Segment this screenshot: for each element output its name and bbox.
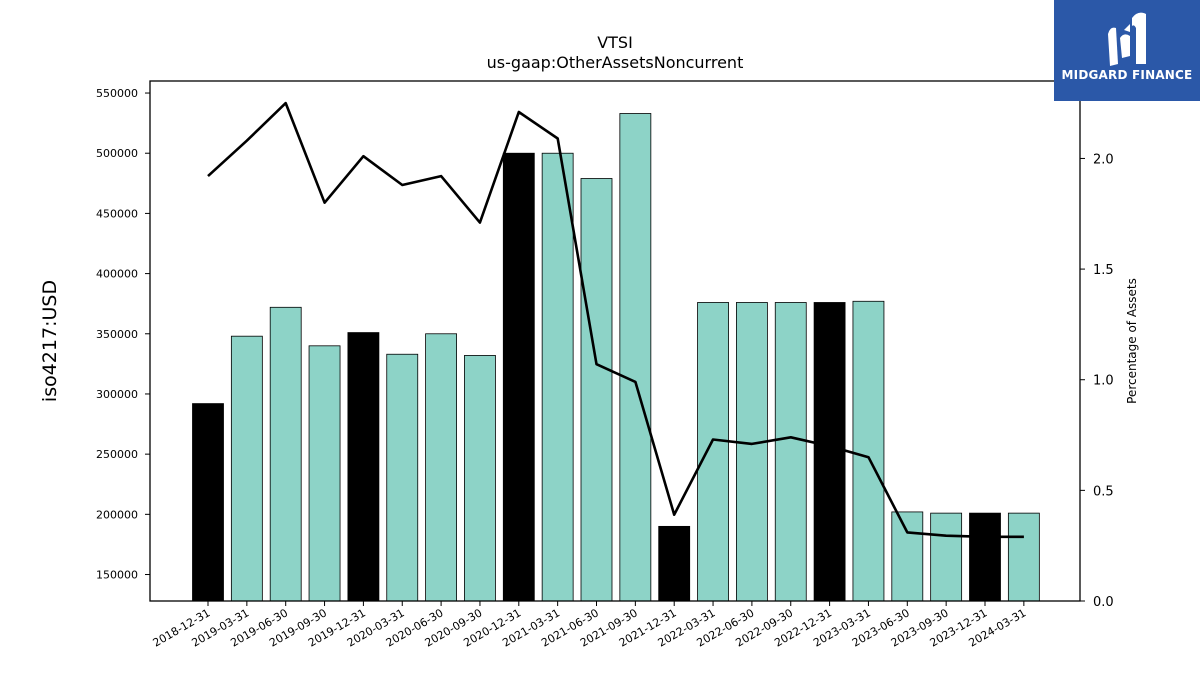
bar-2020-09-30: [464, 355, 496, 602]
bar-2019-06-30: [269, 306, 302, 602]
y-tick-label: 450000: [96, 207, 138, 220]
bar-2019-09-30: [308, 345, 341, 602]
bar-2023-03-31: [852, 300, 885, 602]
bar-2019-12-31: [347, 332, 380, 602]
bar-2021-06-30: [580, 178, 613, 602]
y2-tick-label: 0.5: [1093, 484, 1114, 499]
y2-tick-label: 0.0: [1093, 595, 1114, 610]
bar-2020-12-31: [502, 152, 535, 602]
y-tick-label: 400000: [96, 268, 138, 281]
y-tick-label: 200000: [96, 508, 138, 521]
y2-tick-label: 1.0: [1093, 374, 1114, 389]
bar-2021-12-31: [658, 525, 691, 602]
y-tick-label: 550000: [96, 87, 138, 100]
bar-2022-09-30: [774, 302, 807, 602]
bar-2023-09-30: [930, 512, 963, 602]
chart-title: VTSI: [597, 33, 633, 52]
midgard-logo-icon: [1108, 12, 1146, 67]
bar-2023-12-31: [969, 512, 1001, 602]
bar-2022-12-31: [813, 302, 846, 602]
bar-2019-03-31: [230, 335, 263, 602]
bar-2023-06-30: [891, 511, 924, 602]
y-tick-label: 300000: [96, 388, 138, 401]
y-axis-label: iso4217:USD: [39, 280, 61, 402]
logo-text: MIDGARD FINANCE: [1061, 68, 1193, 82]
y-tick-label: 250000: [96, 448, 138, 461]
chart-subtitle: us-gaap:OtherAssetsNoncurrent: [487, 53, 744, 72]
plot-frame: [149, 80, 1081, 602]
line-series: [207, 101, 1024, 539]
y-tick-label: 500000: [96, 147, 138, 160]
y2-tick-label: 2.0: [1093, 152, 1114, 167]
percentage-line: [207, 101, 1024, 539]
brand-logo: MIDGARD FINANCE: [1054, 0, 1200, 101]
bar-2021-03-31: [541, 152, 574, 602]
bar-2021-09-30: [619, 113, 652, 602]
y2-axis-label: Percentage of Assets: [1125, 278, 1139, 404]
bar-2022-06-30: [736, 302, 768, 602]
bar-2020-06-30: [425, 333, 458, 602]
bar-2018-12-31: [192, 403, 224, 602]
bar-series: [192, 113, 1040, 602]
bar-2020-03-31: [386, 353, 419, 602]
y2-tick-label: 1.5: [1093, 263, 1114, 278]
y-tick-label: 150000: [96, 569, 138, 582]
bar-2022-03-31: [697, 302, 729, 602]
y-tick-label: 350000: [96, 328, 138, 341]
bar-2024-03-31: [1007, 512, 1040, 602]
